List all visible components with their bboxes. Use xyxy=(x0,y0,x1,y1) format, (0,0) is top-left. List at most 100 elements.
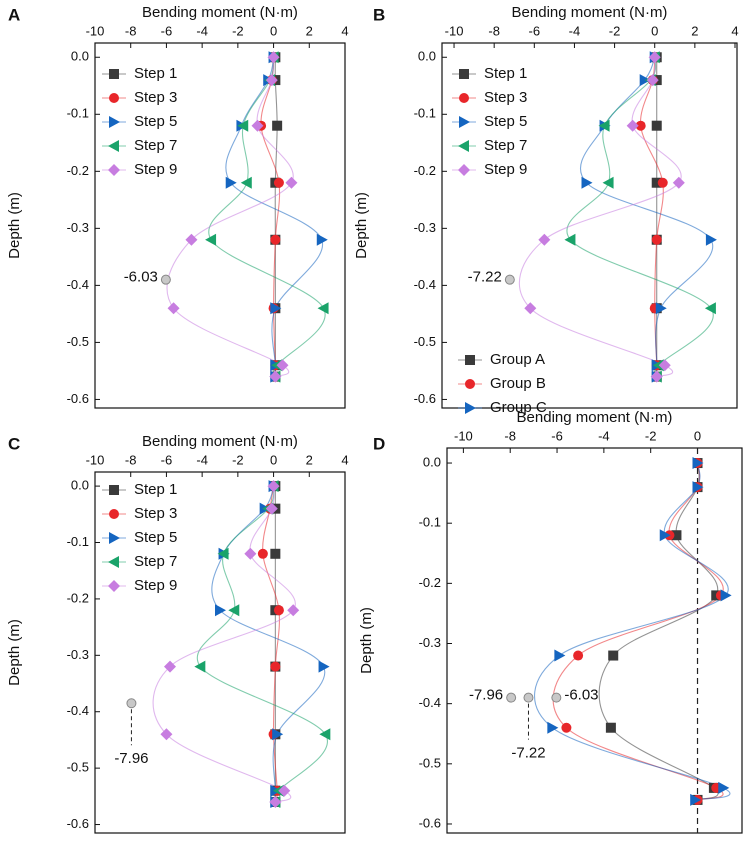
axis-title: Bending moment (N·m) xyxy=(142,433,298,450)
marker xyxy=(285,176,298,189)
marker xyxy=(651,234,662,245)
peak-label: -7.22 xyxy=(511,745,545,762)
plot-frame xyxy=(446,447,743,834)
series-line xyxy=(262,486,280,803)
marker xyxy=(257,548,268,559)
x-tick-label: -8 xyxy=(125,452,137,467)
marker xyxy=(564,233,576,246)
axis-title: Bending moment (N·m) xyxy=(512,4,668,21)
marker xyxy=(269,795,282,808)
legend-label: Step 3 xyxy=(134,505,177,522)
panel-letter: B xyxy=(373,5,385,24)
marker xyxy=(109,509,119,519)
y-tick-label: -0.5 xyxy=(67,760,89,775)
series-line xyxy=(640,57,664,377)
peak-marker xyxy=(126,698,137,709)
marker xyxy=(659,529,671,542)
x-tick-label: -10 xyxy=(86,452,105,467)
marker xyxy=(109,116,120,128)
peak-label: -7.96 xyxy=(114,750,148,767)
marker xyxy=(655,302,667,315)
y-tick-label: -0.5 xyxy=(414,334,436,349)
marker xyxy=(318,660,330,673)
y-axis-title: Depth (m) xyxy=(358,607,375,674)
legend-label: Step 9 xyxy=(484,161,527,178)
peak-marker xyxy=(506,692,517,703)
plot-frame xyxy=(94,42,346,409)
peak-marker xyxy=(551,692,562,703)
peak-label: -7.22 xyxy=(468,269,502,286)
marker xyxy=(459,69,469,79)
marker xyxy=(635,120,646,131)
marker xyxy=(217,547,229,560)
marker xyxy=(267,480,280,493)
legend-label: Step 3 xyxy=(134,89,177,106)
marker xyxy=(581,176,593,189)
y-tick-label: -0.3 xyxy=(419,635,441,650)
y-tick-label: -0.1 xyxy=(67,534,89,549)
y-tick-label: -0.4 xyxy=(67,277,89,292)
marker xyxy=(194,660,206,673)
series-line xyxy=(166,57,294,378)
marker xyxy=(267,51,280,64)
marker xyxy=(270,661,281,672)
marker xyxy=(459,93,469,103)
marker xyxy=(692,457,704,470)
y-tick-label: -0.3 xyxy=(414,220,436,235)
marker xyxy=(287,604,300,617)
marker xyxy=(718,781,730,794)
x-tick-label: 0 xyxy=(270,452,277,467)
marker xyxy=(109,532,120,544)
panel-letter: A xyxy=(8,5,20,24)
marker xyxy=(705,233,717,246)
y-tick-label: 0.0 xyxy=(423,454,441,469)
marker xyxy=(648,51,661,64)
marker xyxy=(650,370,663,383)
x-tick-label: -4 xyxy=(569,23,581,38)
marker xyxy=(108,140,119,152)
x-tick-label: -4 xyxy=(196,23,208,38)
y-tick-label: -0.3 xyxy=(67,647,89,662)
marker xyxy=(720,589,732,602)
plot-frame xyxy=(441,42,738,409)
marker xyxy=(273,177,284,188)
peak-label: -6.03 xyxy=(564,687,598,704)
x-tick-label: -2 xyxy=(609,23,621,38)
marker xyxy=(108,556,119,568)
series-line xyxy=(533,462,731,801)
y-tick-label: -0.1 xyxy=(67,106,89,121)
marker xyxy=(554,649,566,662)
marker xyxy=(598,119,610,132)
legend-label: Step 5 xyxy=(134,529,177,546)
x-tick-label: -10 xyxy=(86,23,105,38)
marker xyxy=(270,302,282,315)
y-tick-label: 0.0 xyxy=(71,478,89,493)
marker xyxy=(276,359,289,372)
marker xyxy=(278,784,291,797)
y-tick-label: -0.5 xyxy=(67,334,89,349)
x-tick-label: 0 xyxy=(651,23,658,38)
legend-label: Step 1 xyxy=(134,481,177,498)
marker xyxy=(228,604,240,617)
marker xyxy=(205,233,217,246)
marker xyxy=(160,728,173,741)
x-tick-label: -6 xyxy=(161,452,173,467)
marker xyxy=(108,164,120,176)
marker xyxy=(657,177,668,188)
peak-marker xyxy=(523,692,534,703)
x-tick-label: -2 xyxy=(232,23,244,38)
y-axis-title: Depth (m) xyxy=(353,192,370,259)
marker xyxy=(240,176,252,189)
marker xyxy=(215,604,226,617)
marker xyxy=(652,359,664,372)
marker xyxy=(547,721,559,734)
y-tick-label: -0.2 xyxy=(67,590,89,605)
legend-label: Step 1 xyxy=(134,65,177,82)
legend-label: Step 7 xyxy=(134,137,177,154)
x-tick-label: -10 xyxy=(454,428,473,443)
x-tick-label: 0 xyxy=(270,23,277,38)
marker xyxy=(225,176,237,189)
y-axis-title: Depth (m) xyxy=(6,192,23,259)
y-tick-label: -0.4 xyxy=(67,703,89,718)
y-tick-label: -0.6 xyxy=(67,391,89,406)
